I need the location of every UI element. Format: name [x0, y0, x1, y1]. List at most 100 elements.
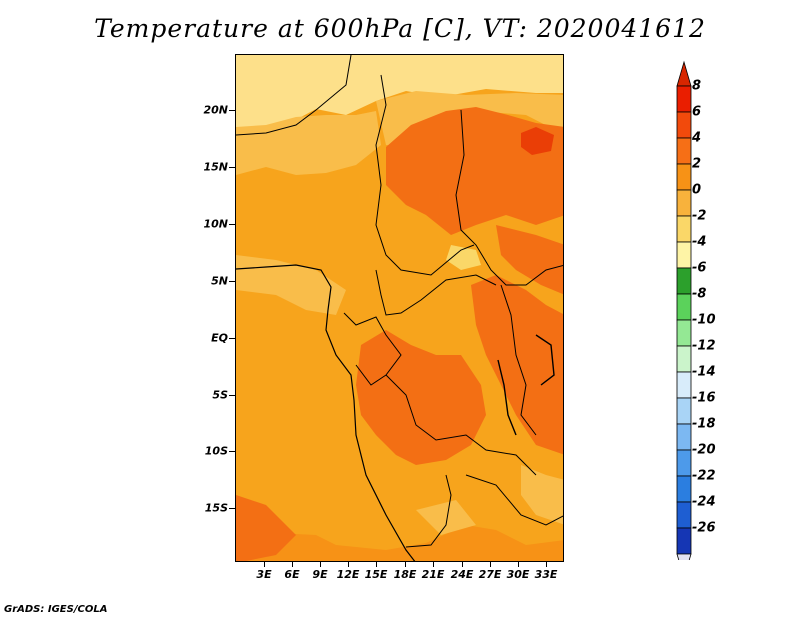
colorbar-over-triangle [676, 60, 692, 87]
field-warm-southwest [236, 495, 296, 561]
field-cool-gulf [236, 255, 346, 315]
colorbar-box [676, 397, 692, 425]
lat-label: 10N [203, 217, 228, 231]
border-angola-zambia [405, 474, 452, 548]
colorbar-tick-label: 8 [692, 78, 702, 94]
grads-footer: GrADS: IGES/COLA [4, 604, 108, 615]
field-cool-patch-1 [446, 245, 481, 270]
lat-label: 15S [204, 501, 228, 515]
lon-tick [433, 562, 434, 567]
field-hot-spot [521, 127, 554, 155]
colorbar-box [676, 137, 692, 165]
colorbar [676, 60, 692, 560]
lon-tick [320, 562, 321, 567]
lat-tick [229, 167, 235, 168]
border-chad-west [375, 74, 475, 276]
lon-label: 33E [534, 568, 558, 581]
border-chad-east [455, 109, 563, 286]
lon-label: 15E [364, 568, 388, 581]
temperature-map [235, 54, 564, 562]
lon-tick [292, 562, 293, 567]
colorbar-box [676, 371, 692, 399]
lat-tick [229, 110, 235, 111]
lake-victoria [535, 334, 555, 386]
colorbar-tick-label: 4 [692, 130, 702, 146]
colorbar-tick-label: 2 [692, 156, 702, 172]
lat-label: EQ [211, 331, 228, 345]
colorbar-tick-label: -24 [692, 494, 716, 510]
lat-label: 5S [212, 388, 228, 402]
field-warm-sahel [386, 107, 563, 235]
lat-label: 10S [204, 444, 228, 458]
lat-tick [229, 451, 235, 452]
colorbar-tick-label: -26 [692, 520, 716, 536]
lat-tick [229, 395, 235, 396]
colorbar-box [676, 111, 692, 139]
lon-tick [264, 562, 265, 567]
colorbar-box [676, 527, 692, 555]
lon-label: 12E [336, 568, 360, 581]
lon-tick [348, 562, 349, 567]
colorbar-tick-label: -10 [692, 312, 716, 328]
border-congo [343, 312, 402, 386]
colorbar-tick-label: -2 [692, 208, 707, 224]
field-warm-congo [356, 330, 486, 465]
colorbar-box [676, 475, 692, 503]
lon-tick [518, 562, 519, 567]
lon-label: 24E [450, 568, 474, 581]
colorbar-tick-label: -18 [692, 416, 716, 432]
field-cool-south [416, 500, 476, 535]
colorbar-box [676, 85, 692, 113]
lon-tick [376, 562, 377, 567]
colorbar-tick-label: -8 [692, 286, 707, 302]
colorbar-box [676, 319, 692, 347]
colorbar-tick-label: -4 [692, 234, 707, 250]
lat-tick [229, 338, 235, 339]
lat-tick [229, 281, 235, 282]
border-car [375, 269, 497, 316]
colorbar-box [676, 293, 692, 321]
field-mid-north [236, 111, 381, 175]
field-warm-east [471, 275, 563, 455]
border-zambia [465, 474, 563, 526]
colorbar-box [676, 423, 692, 451]
border-east-lakes [500, 284, 537, 436]
map-title: Temperature at 600hPa [C], VT: 202004161… [94, 14, 706, 43]
colorbar-box [676, 267, 692, 295]
lon-tick [490, 562, 491, 567]
colorbar-tick-label: -22 [692, 468, 716, 484]
colorbar-tick-label: 0 [692, 182, 702, 198]
field-warm-northeast [496, 225, 563, 295]
colorbar-tick-label: -12 [692, 338, 716, 354]
coastline [236, 264, 416, 561]
field-south-band [236, 525, 563, 561]
colorbar-tick-label: -16 [692, 390, 716, 406]
colorbar-box [676, 345, 692, 373]
lat-label: 5N [211, 274, 228, 288]
field-cool-north [236, 55, 563, 133]
lat-label: 20N [203, 103, 228, 117]
lon-label: 21E [421, 568, 445, 581]
lat-tick [229, 224, 235, 225]
lon-label: 9E [312, 568, 328, 581]
field-cool-southeast [521, 465, 563, 525]
colorbar-under-triangle [676, 553, 692, 560]
map-fill [236, 55, 563, 561]
colorbar-tick-label: -14 [692, 364, 716, 380]
colorbar-tick-label: 6 [692, 104, 702, 120]
lon-label: 27E [478, 568, 502, 581]
lon-label: 30E [506, 568, 530, 581]
colorbar-box [676, 241, 692, 269]
colorbar-tick-label: -20 [692, 442, 716, 458]
border-drc-south [385, 374, 537, 476]
border-north-1 [236, 55, 352, 136]
lon-tick [546, 562, 547, 567]
colorbar-box [676, 501, 692, 529]
lon-label: 3E [256, 568, 272, 581]
lon-tick [405, 562, 406, 567]
lat-label: 15N [203, 160, 228, 174]
colorbar-box [676, 189, 692, 217]
lake-tanganyika [497, 359, 517, 436]
colorbar-tick-label: -6 [692, 260, 707, 276]
colorbar-box [676, 449, 692, 477]
